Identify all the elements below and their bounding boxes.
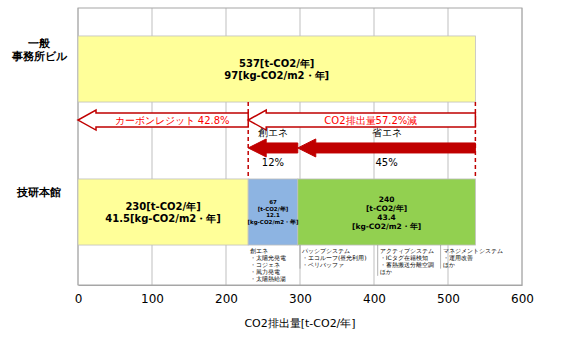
data-label: 43.4[kg-CO2/m2・年] bbox=[352, 212, 421, 230]
note-text-line: パッシブシステム bbox=[301, 246, 350, 253]
note-text: アクティブシステム・ICタグ在籍検知・蓄熱搬送分離空調ほか bbox=[380, 246, 434, 275]
annotation-text-line: 12% bbox=[262, 156, 284, 167]
tick-label: 600 bbox=[511, 292, 534, 306]
data-label-line: 43.4 bbox=[377, 212, 396, 221]
data-label: 12.1[kg-CO2/m2・年] bbox=[247, 212, 298, 226]
annotation-text-line: CO2排出量57.2%減 bbox=[324, 115, 417, 126]
tick-label: 100 bbox=[141, 292, 164, 306]
x-tick: 500 bbox=[437, 285, 460, 306]
annotation-text: CO2排出量57.2%減 bbox=[324, 115, 417, 126]
x-tick: 300 bbox=[289, 285, 312, 306]
bar bbox=[78, 36, 475, 102]
data-label-line: 67 bbox=[269, 199, 277, 205]
note-separator bbox=[377, 245, 378, 276]
annotation-text-line: 創エネ bbox=[258, 126, 288, 137]
x-axis: 0 100 200 300 400 500 600 bbox=[75, 285, 534, 306]
note-text-line: ・太陽熱給湯 bbox=[250, 275, 286, 282]
data-label-line: 240 bbox=[379, 194, 395, 203]
note-text-line: ・太陽光発電 bbox=[250, 253, 286, 260]
arrow bbox=[248, 139, 298, 157]
notes: 創エネ・太陽光発電・コジェネ・風力発電・太陽熱給湯パッシブシステム・エコルーフ(… bbox=[250, 245, 502, 282]
category-label-line: 一般 bbox=[28, 36, 51, 49]
note-separator bbox=[440, 245, 441, 269]
data-label: 97[kg-CO2/m2・年] bbox=[224, 69, 329, 80]
tick-label: 0 bbox=[75, 292, 83, 306]
bar bbox=[248, 179, 298, 245]
note-text-line: ・ICタグ在籍検知 bbox=[380, 253, 428, 260]
data-label: 41.5[kg-CO2/m2・年] bbox=[105, 213, 221, 224]
note-text-line: ・ペリバッファ bbox=[302, 261, 344, 268]
category-label: 技研本館 bbox=[16, 186, 61, 199]
bar bbox=[298, 179, 476, 245]
data-label-line: 41.5[kg-CO2/m2・年] bbox=[105, 213, 221, 224]
data-label-line: 230[t-CO2/年] bbox=[125, 201, 200, 212]
x-tick: 200 bbox=[215, 285, 238, 306]
note-text: 創エネ・太陽光発電・コジェネ・風力発電・太陽熱給湯 bbox=[250, 246, 286, 282]
bars bbox=[78, 36, 475, 245]
category-label: 一般事務所ビル bbox=[11, 36, 68, 62]
data-label: 240[t-CO2/年] bbox=[366, 194, 407, 212]
tick-label: 300 bbox=[289, 292, 312, 306]
data-label-line: [t-CO2/年] bbox=[366, 203, 407, 212]
note-text-line: ほか bbox=[443, 261, 455, 268]
note-text-line: マネジメントシステム bbox=[443, 246, 503, 253]
category-label-line: 技研本館 bbox=[16, 186, 61, 199]
axis-line bbox=[79, 285, 523, 286]
data-label: 230[t-CO2/年] bbox=[125, 201, 200, 212]
note-text: パッシブシステム・エコルーフ(昼光利用)・ペリバッファ bbox=[301, 246, 367, 267]
annotation-text: カーボンレジット 42.8% bbox=[115, 115, 230, 126]
plot-frame bbox=[78, 8, 522, 285]
category-labels: 一般事務所ビル技研本館 bbox=[11, 36, 68, 199]
chart: 537[t-CO2/年]97[kg-CO2/m2・年]230[t-CO2/年]4… bbox=[0, 0, 561, 339]
tick-label: 500 bbox=[437, 292, 460, 306]
data-label-line: 537[t-CO2/年] bbox=[239, 57, 314, 68]
note-text-line: ・コジェネ bbox=[250, 261, 280, 268]
tick-label: 200 bbox=[215, 292, 238, 306]
data-label-line: [t-CO2/年] bbox=[258, 205, 289, 212]
data-label: 537[t-CO2/年] bbox=[239, 57, 314, 68]
x-tick: 400 bbox=[363, 285, 386, 306]
arrow bbox=[78, 110, 248, 130]
x-axis-title: CO2排出量[t-CO2/年] bbox=[244, 317, 355, 330]
annotation-text: 創エネ 12% bbox=[258, 126, 288, 167]
note-text-line: ・運用改善 bbox=[443, 253, 473, 260]
tick-label: 400 bbox=[363, 292, 386, 306]
data-label-line: 12.1 bbox=[266, 212, 280, 218]
x-tick: 0 bbox=[75, 285, 83, 306]
note-text-line: アクティブシステム bbox=[380, 246, 434, 253]
bar bbox=[78, 179, 248, 245]
annotation-text-line: 45% bbox=[375, 156, 397, 167]
reference-lines bbox=[248, 102, 475, 179]
arrow bbox=[298, 139, 476, 157]
x-tick: 100 bbox=[141, 285, 164, 306]
note-text-line: ・エコルーフ(昼光利用) bbox=[302, 253, 367, 260]
annotation-text-line: カーボンレジット 42.8% bbox=[115, 115, 230, 126]
note-text-line: ほか bbox=[380, 268, 392, 275]
note-text-line: ・風力発電 bbox=[250, 268, 280, 275]
data-label: 67[t-CO2/年] bbox=[258, 199, 289, 212]
data-label-line: [kg-CO2/m2・年] bbox=[247, 218, 298, 226]
annotation-text-line: 省エネ bbox=[372, 126, 402, 137]
note-separator bbox=[300, 245, 301, 269]
note-text-line: 創エネ bbox=[250, 246, 268, 253]
annotations: カーボンレジット 42.8% CO2排出量57.2%減創エネ 12% 省エネ 45% bbox=[78, 110, 475, 167]
x-tick: 600 bbox=[511, 285, 534, 306]
data-label-line: [kg-CO2/m2・年] bbox=[352, 221, 421, 230]
grid bbox=[78, 8, 522, 285]
annotation-text: 省エネ 45% bbox=[372, 126, 402, 167]
note-text-line: ・蓄熱搬送分離空調 bbox=[380, 261, 434, 268]
category-label-line: 事務所ビル bbox=[11, 49, 68, 62]
note-text: マネジメントシステム・運用改善ほか bbox=[443, 246, 503, 267]
data-label-line: 97[kg-CO2/m2・年] bbox=[224, 69, 329, 80]
